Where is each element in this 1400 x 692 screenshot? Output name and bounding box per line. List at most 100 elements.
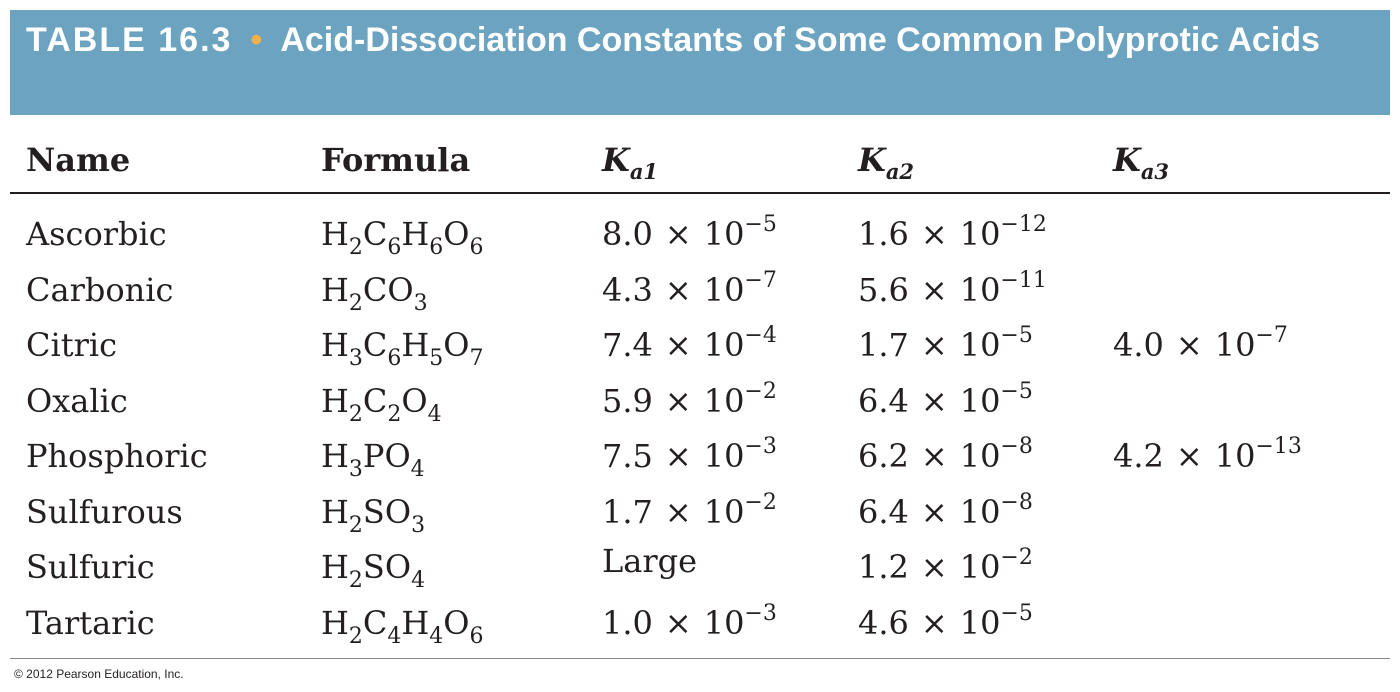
- times-sign: ×: [664, 603, 692, 642]
- times-sign: ×: [920, 326, 948, 364]
- mantissa: 1.2: [858, 548, 909, 586]
- power-base: 10: [959, 437, 1001, 475]
- formula-subscript: 2: [348, 401, 363, 427]
- ka1-value: 7.5 × 10−3: [602, 436, 777, 476]
- power-base: 10: [703, 603, 745, 642]
- power-base: 10: [703, 381, 745, 420]
- formula-element: O: [443, 326, 470, 364]
- ka3-symbol: K: [1113, 141, 1141, 179]
- exponent: −2: [744, 489, 777, 515]
- ka2-value: 5.6 × 10−11: [858, 267, 1047, 310]
- acid-name: Citric: [26, 326, 118, 364]
- table-row: Sulfurous H2SO3 1.7 × 10−2 6.4 × 10−8: [0, 489, 1400, 548]
- formula-element: H: [401, 326, 430, 364]
- times-sign: ×: [920, 215, 948, 253]
- power-base: 10: [1214, 326, 1256, 364]
- mantissa: 1.7: [858, 326, 909, 364]
- formula-element: SO: [362, 492, 412, 531]
- mantissa: 5.6: [858, 270, 909, 309]
- title-bullet: •: [250, 21, 263, 59]
- power-base: 10: [959, 603, 1001, 642]
- ka2-value: 6.4 × 10−5: [858, 378, 1033, 421]
- formula-subscript: 6: [387, 235, 402, 260]
- power-base: 10: [703, 492, 745, 531]
- exponent: −8: [1000, 489, 1033, 515]
- formula-subscript: 5: [429, 346, 444, 371]
- exponent: −3: [744, 434, 777, 459]
- acid-name: Phosphoric: [26, 437, 208, 475]
- acid-formula: H3PO4: [321, 436, 425, 481]
- table-row: Tartaric H2C4H4O6 1.0 × 10−3 4.6 × 10−5: [0, 600, 1400, 659]
- exponent: −5: [1000, 378, 1033, 404]
- formula-subscript: 3: [411, 512, 426, 538]
- exponent: −11: [1000, 267, 1047, 293]
- formula-element: H: [401, 215, 430, 253]
- ka2-value: 1.2 × 10−2: [858, 547, 1033, 587]
- formula-element: O: [443, 215, 470, 253]
- ka1-value: 7.4 × 10−4: [602, 325, 777, 365]
- ka1-symbol: K: [602, 141, 630, 179]
- times-sign: ×: [664, 215, 692, 253]
- times-sign: ×: [920, 548, 948, 586]
- exponent: −5: [1000, 600, 1033, 626]
- acid-formula: H2C6H6O6: [321, 214, 484, 259]
- formula-element: H: [321, 326, 349, 364]
- acid-name: Oxalic: [26, 381, 128, 420]
- mantissa: 1.6: [858, 215, 909, 253]
- ka3-subscript: a3: [1140, 159, 1170, 184]
- mantissa: 7.5: [602, 437, 653, 475]
- formula-element: H: [401, 603, 430, 642]
- ka2-value: 6.4 × 10−8: [858, 489, 1033, 532]
- footer-rule: [10, 658, 1390, 659]
- times-sign: ×: [664, 437, 692, 475]
- times-sign: ×: [664, 326, 692, 364]
- exponent: −2: [1000, 545, 1033, 570]
- formula-subscript: 6: [469, 235, 484, 260]
- mantissa: 7.4: [602, 326, 653, 364]
- power-base: 10: [959, 492, 1001, 531]
- ka3-value: 4.2 × 10−13: [1113, 436, 1302, 476]
- exponent: −8: [1000, 434, 1033, 459]
- mantissa: 8.0: [602, 215, 653, 253]
- power-base: 10: [959, 381, 1001, 420]
- ka1-value: 4.3 × 10−7: [602, 267, 777, 310]
- formula-subscript: 2: [348, 512, 363, 538]
- formula-element: C: [362, 381, 388, 420]
- header-rule: [10, 192, 1390, 194]
- formula-element: CO: [362, 270, 414, 309]
- table-row: Citric H3C6H5O7 7.4 × 10−4 1.7 × 10−5 4.0 × 10−7: [0, 325, 1400, 381]
- acid-formula: H2C4H4O6: [321, 603, 484, 648]
- table-row: Sulfuric H2SO4 Large 1.2 × 10−2: [0, 542, 1400, 603]
- mantissa: 6.4: [858, 492, 909, 531]
- acid-formula: H2C2O4: [321, 381, 442, 426]
- power-base: 10: [959, 270, 1001, 309]
- formula-subscript: 3: [348, 346, 363, 371]
- times-sign: ×: [664, 381, 692, 420]
- header-ka3: Ka3: [1113, 140, 1169, 182]
- power-base: 10: [1214, 437, 1256, 475]
- acid-name: Sulfurous: [26, 492, 183, 531]
- formula-element: O: [401, 381, 428, 420]
- ka1-value: 1.7 × 10−2: [602, 489, 777, 532]
- exponent: −2: [744, 378, 777, 404]
- formula-element: H: [321, 492, 349, 531]
- table-row: Phosphoric H3PO4 7.5 × 10−3 6.2 × 10−8 4.2 × 10−13: [0, 436, 1400, 492]
- table-caption: Acid-Dissociation Constants of Some Comm…: [280, 21, 1320, 59]
- exponent: −7: [744, 267, 777, 293]
- ka2-value: 6.2 × 10−8: [858, 436, 1033, 476]
- formula-subscript: 3: [413, 290, 428, 316]
- acid-name: Ascorbic: [26, 215, 167, 253]
- formula-element: H: [321, 437, 349, 475]
- ka2-value: 1.6 × 10−12: [858, 214, 1047, 254]
- power-base: 10: [703, 437, 745, 475]
- formula-element: C: [362, 603, 388, 642]
- header-ka2: Ka2: [858, 140, 914, 182]
- formula-element: C: [362, 326, 388, 364]
- formula-element: PO: [362, 437, 411, 475]
- times-sign: ×: [920, 270, 948, 309]
- header-name: Name: [26, 141, 131, 179]
- acid-formula: H2SO3: [321, 492, 425, 537]
- times-sign: ×: [1175, 326, 1203, 364]
- formula-subscript: 2: [348, 623, 363, 649]
- formula-subscript: 2: [348, 568, 363, 593]
